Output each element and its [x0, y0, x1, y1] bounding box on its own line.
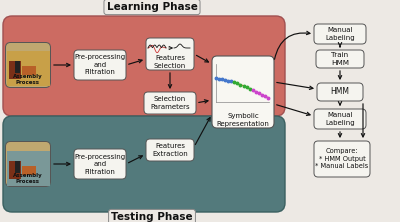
FancyBboxPatch shape [74, 50, 126, 80]
Text: Compare:
* HMM Output
* Manual Labels: Compare: * HMM Output * Manual Labels [315, 149, 369, 170]
FancyBboxPatch shape [3, 16, 285, 116]
FancyBboxPatch shape [212, 56, 274, 128]
Text: Features
Selection: Features Selection [154, 56, 186, 69]
Text: Manual
Labeling: Manual Labeling [325, 112, 355, 126]
FancyBboxPatch shape [316, 50, 364, 68]
FancyBboxPatch shape [6, 141, 50, 186]
FancyBboxPatch shape [314, 109, 366, 129]
FancyBboxPatch shape [6, 42, 50, 87]
Bar [14, 161, 20, 172]
FancyBboxPatch shape [314, 141, 370, 177]
Text: Symbolic
Representation: Symbolic Representation [216, 113, 270, 127]
Text: Assembly
Process: Assembly Process [13, 74, 43, 85]
Text: Learning Phase: Learning Phase [106, 2, 198, 12]
FancyBboxPatch shape [74, 149, 126, 179]
FancyBboxPatch shape [146, 139, 194, 161]
FancyBboxPatch shape [146, 38, 194, 70]
Text: Pre-processing
and
Filtration: Pre-processing and Filtration [74, 54, 126, 75]
FancyBboxPatch shape [317, 83, 363, 101]
Text: Assembly
Process: Assembly Process [13, 173, 43, 184]
FancyBboxPatch shape [3, 116, 285, 212]
Text: Train
HMM: Train HMM [331, 52, 349, 66]
Bar [6, 52, 50, 87]
FancyBboxPatch shape [314, 24, 366, 44]
Bar [8, 161, 20, 178]
Text: Testing Phase: Testing Phase [111, 212, 193, 222]
Text: Selection
Parameters: Selection Parameters [150, 96, 190, 110]
Bar [22, 165, 36, 174]
Bar [8, 61, 20, 79]
Text: Manual
Labeling: Manual Labeling [325, 27, 355, 41]
Bar [14, 61, 20, 73]
Bar [22, 67, 36, 75]
FancyBboxPatch shape [144, 92, 196, 114]
Text: HMM: HMM [330, 87, 350, 97]
Text: Pre-processing
and
Filtration: Pre-processing and Filtration [74, 153, 126, 174]
Bar [6, 151, 50, 186]
Text: Features
Extraction: Features Extraction [152, 143, 188, 157]
